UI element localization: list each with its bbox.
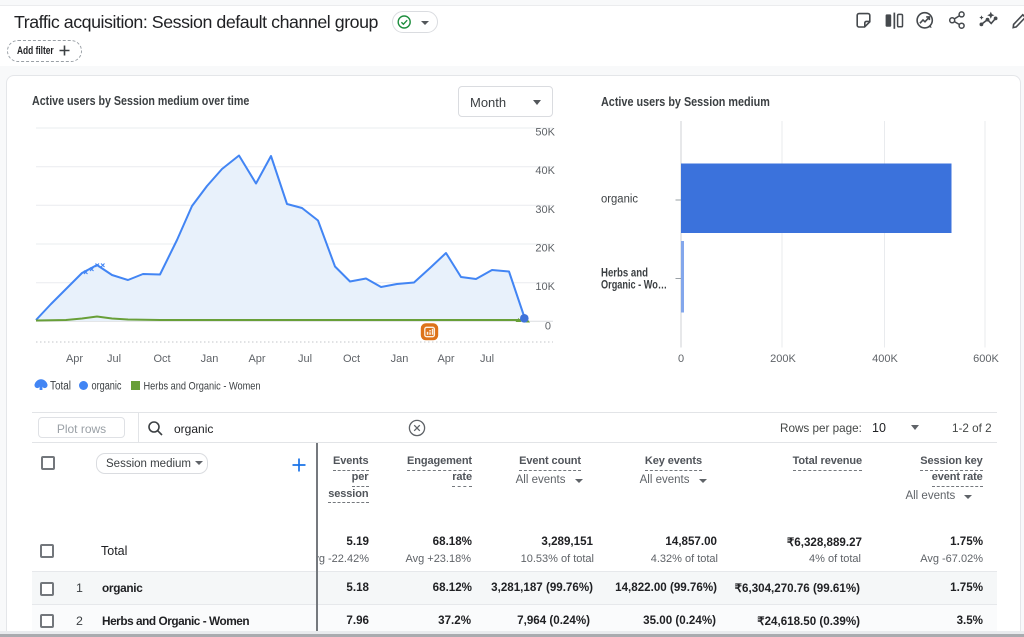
svg-text:30K: 30K <box>535 204 555 216</box>
svg-text:20K: 20K <box>535 243 555 255</box>
svg-text:400K: 400K <box>872 353 898 365</box>
svg-text:Apr: Apr <box>248 353 265 365</box>
svg-text:Herbs and: Herbs and <box>601 268 648 280</box>
svg-text:Total: Total <box>50 381 71 393</box>
svg-text:Jul: Jul <box>480 353 494 365</box>
svg-text:Apr: Apr <box>66 353 83 365</box>
svg-text:Herbs and Organic - Women: Herbs and Organic - Women <box>144 381 261 393</box>
svg-text:40K: 40K <box>535 165 555 177</box>
svg-text:Apr: Apr <box>437 353 454 365</box>
svg-text:Jul: Jul <box>107 353 121 365</box>
svg-text:Jan: Jan <box>201 353 219 365</box>
svg-text:organic: organic <box>92 381 122 393</box>
svg-text:200K: 200K <box>770 353 796 365</box>
svg-text:Oct: Oct <box>343 353 360 365</box>
svg-text:Jul: Jul <box>298 353 312 365</box>
svg-text:10K: 10K <box>535 281 555 293</box>
svg-text:50K: 50K <box>535 127 555 139</box>
svg-text:Organic - Wo…: Organic - Wo… <box>601 280 667 292</box>
svg-text:Oct: Oct <box>153 353 170 365</box>
svg-text:Jan: Jan <box>391 353 409 365</box>
svg-text:600K: 600K <box>973 353 999 365</box>
svg-text:0: 0 <box>678 353 684 365</box>
svg-text:0: 0 <box>545 321 551 333</box>
svg-text:organic: organic <box>601 194 638 206</box>
